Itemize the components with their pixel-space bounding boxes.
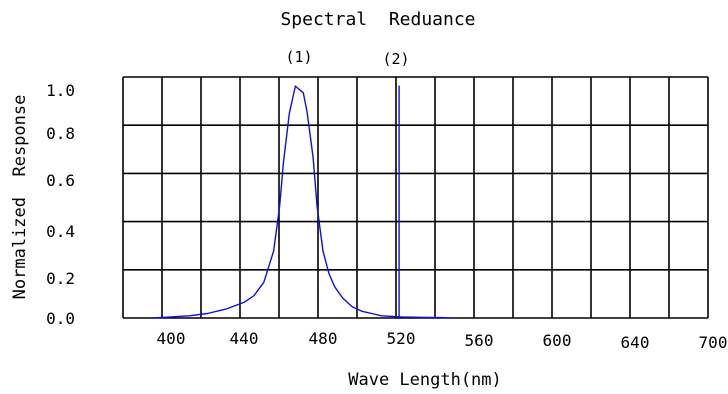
x-tick-label: 400 <box>157 329 186 348</box>
y-tick-label: 0.6 <box>46 171 75 190</box>
x-tick-label: 640 <box>621 333 650 352</box>
x-tick-label: 440 <box>230 329 259 348</box>
x-tick-label: 600 <box>543 331 572 350</box>
y-tick-label: 0.8 <box>46 124 75 143</box>
y-tick-label: 0.0 <box>46 309 75 328</box>
peak-annotation-1: (1) <box>285 48 312 66</box>
x-axis-label: Wave Length(nm) <box>348 370 502 390</box>
y-tick-label: 0.4 <box>46 222 75 241</box>
y-tick-label: 0.2 <box>46 269 75 288</box>
peak-annotation-2: (2) <box>382 50 409 68</box>
x-tick-label: 480 <box>309 329 338 348</box>
x-tick-label: 560 <box>465 331 494 350</box>
y-axis-label: Normalized Response <box>10 95 30 300</box>
chart-grid <box>122 76 709 319</box>
chart-series <box>152 85 451 319</box>
y-tick-label: 1.0 <box>46 81 75 100</box>
x-tick-label: 520 <box>387 329 416 348</box>
chart-title: Spectral Reduance <box>280 9 475 30</box>
y-tick-labels: 0.0 0.2 0.4 0.6 0.8 1.0 <box>46 81 75 328</box>
spectral-curve-1 <box>152 85 451 319</box>
x-tick-labels: 400 440 480 520 560 600 640 700 <box>157 329 728 352</box>
x-tick-label: 700 <box>699 333 728 352</box>
